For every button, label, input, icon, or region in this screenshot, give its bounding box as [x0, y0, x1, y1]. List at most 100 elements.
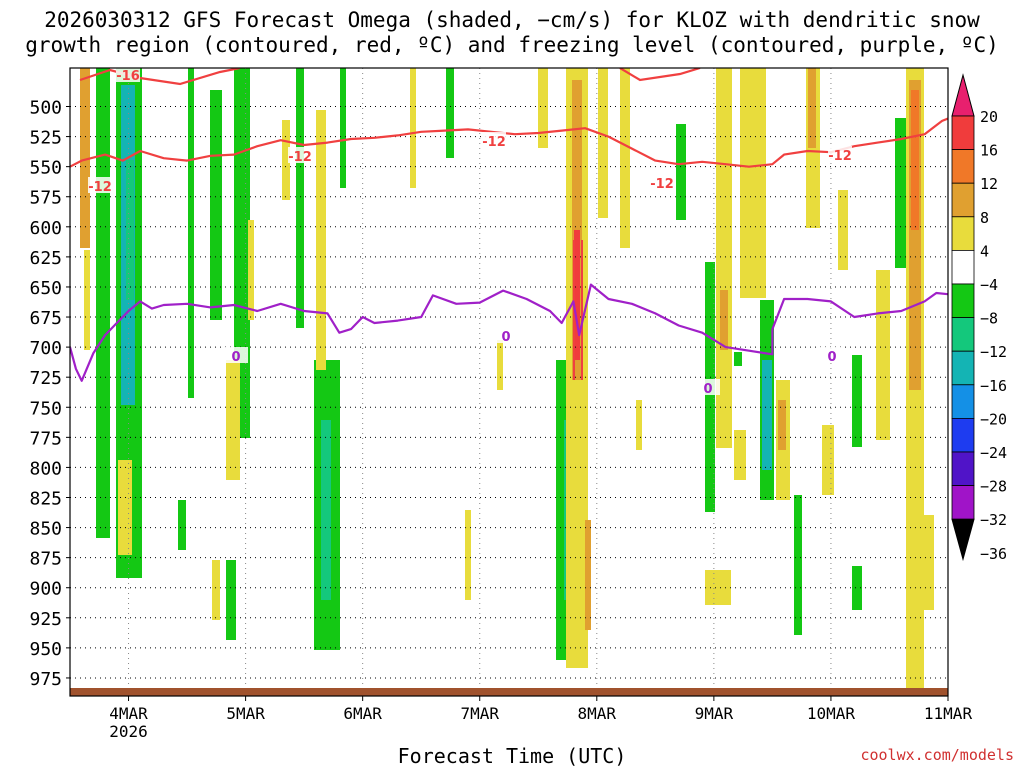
- freezing-level-label: 0: [501, 330, 510, 345]
- omega-cell: [895, 118, 907, 268]
- omega-cell: [178, 500, 186, 550]
- y-tick-label: 825: [29, 488, 62, 509]
- colorbar-label: 4: [980, 242, 989, 260]
- colorbar-label: −20: [980, 410, 1007, 428]
- omega-cell: [705, 570, 731, 605]
- y-tick-label: 650: [29, 278, 62, 299]
- colorbar-label: 20: [980, 108, 998, 126]
- chart-title-line-1: 2026030312 GFS Forecast Omega (shaded, −…: [44, 8, 980, 32]
- x-tick-label: 6MAR: [343, 704, 382, 723]
- y-tick-label: 600: [29, 218, 62, 239]
- omega-cell: [316, 110, 326, 370]
- chart-title-line-2: growth region (contoured, red, ºC) and f…: [25, 33, 999, 57]
- omega-cell: [340, 68, 346, 188]
- omega-cell: [876, 270, 890, 440]
- pressure-axis: 500 525 550 575 600 625 650 675 700 725 750 775 800 8…: [29, 97, 70, 690]
- dgz-label-bg: [650, 174, 674, 190]
- colorbar-label: 12: [980, 175, 998, 193]
- omega-cell: [497, 340, 503, 390]
- freezing-level-label-bg: [820, 347, 844, 363]
- colorbar-label: −12: [980, 343, 1007, 361]
- omega-cell: [636, 400, 642, 450]
- omega-cell: [762, 360, 772, 470]
- dgz-label-bg: [482, 132, 506, 148]
- omega-cell: [126, 160, 134, 300]
- omega-cell: [410, 68, 416, 188]
- colorbar-swatch: [951, 115, 975, 150]
- colorbar-label: −36: [980, 545, 1007, 563]
- dgz-label: -12: [482, 135, 506, 150]
- x-tick-label: 5MAR: [226, 704, 265, 723]
- colorbar-label: −28: [980, 478, 1007, 496]
- dgz-label: -16: [116, 69, 140, 84]
- omega-cell: [808, 68, 816, 148]
- y-tick-label: 875: [29, 549, 62, 570]
- x-tick-label: 7MAR: [460, 704, 499, 723]
- y-tick-label: 575: [29, 188, 62, 209]
- colorbar-label: −4: [980, 276, 998, 294]
- omega-cell: [234, 68, 250, 438]
- omega-cell: [911, 90, 919, 230]
- dgz-label-bg: [288, 147, 312, 163]
- x-tick-label: 9MAR: [695, 704, 734, 723]
- omega-cell: [585, 520, 591, 630]
- y-tick-label: 550: [29, 158, 62, 179]
- y-tick-label: 975: [29, 669, 62, 690]
- y-tick-label: 500: [29, 97, 62, 118]
- colorbar-swatch: [951, 216, 975, 251]
- colorbar-label: −32: [980, 511, 1007, 529]
- dgz-label: -12: [828, 149, 852, 164]
- y-tick-label: 525: [29, 128, 62, 149]
- y-tick-label: 925: [29, 609, 62, 630]
- omega-cell: [210, 90, 222, 320]
- freezing-level-label-bg: [224, 347, 248, 363]
- omega-cell: [676, 124, 686, 220]
- terrain-strip: [70, 688, 948, 696]
- y-tick-label: 800: [29, 458, 62, 479]
- colorbar-label: 16: [980, 142, 998, 160]
- colorbar-swatch: [951, 249, 975, 285]
- colorbar-swatch: [951, 283, 975, 318]
- colorbar-swatch: [951, 149, 975, 184]
- omega-shading-layer: [80, 68, 934, 688]
- omega-cell: [734, 352, 742, 366]
- colorbar-swatch: [951, 350, 975, 386]
- omega-cell: [822, 425, 834, 495]
- omega-cell: [574, 230, 580, 360]
- colorbar-bottom-arrow: [951, 518, 975, 562]
- dgz-minus16-contour: [619, 68, 701, 82]
- omega-cell: [188, 68, 194, 398]
- dgz-label-bg: [88, 177, 112, 193]
- y-tick-label: 750: [29, 398, 62, 419]
- y-tick-label: 775: [29, 428, 62, 449]
- freezing-level-contour: [70, 283, 948, 382]
- omega-cell: [296, 68, 304, 328]
- freezing-level-label: 0: [231, 350, 240, 365]
- y-tick-label: 675: [29, 308, 62, 329]
- omega-cell: [282, 120, 290, 200]
- credit-text: coolwx.com/models: [860, 746, 1014, 764]
- omega-cell: [118, 460, 132, 555]
- omega-cell: [538, 68, 548, 148]
- omega-cell: [778, 400, 786, 450]
- colorbar-swatch: [951, 384, 975, 419]
- omega-cell: [852, 355, 862, 447]
- colorbar-swatch: [951, 417, 975, 453]
- dgz-label-bg: [828, 146, 852, 162]
- colorbar-top-arrow: [951, 73, 975, 117]
- x-tick-label: 8MAR: [578, 704, 617, 723]
- dgz-minus16-contour: [79, 68, 241, 86]
- y-tick-label: 900: [29, 579, 62, 600]
- x-tick-label: 11MAR: [924, 704, 973, 723]
- freezing-level-label: 0: [827, 350, 836, 365]
- colorbar-swatch: [951, 485, 975, 520]
- omega-cell: [80, 68, 90, 248]
- colorbar-label: −16: [980, 377, 1007, 395]
- omega-cell: [620, 68, 630, 248]
- omega-cell: [794, 495, 802, 635]
- colorbar-label: −8: [980, 310, 998, 328]
- freezing-level-label: 0: [703, 382, 712, 397]
- x-tick-label: 4MAR: [109, 704, 148, 723]
- omega-cell: [734, 430, 746, 480]
